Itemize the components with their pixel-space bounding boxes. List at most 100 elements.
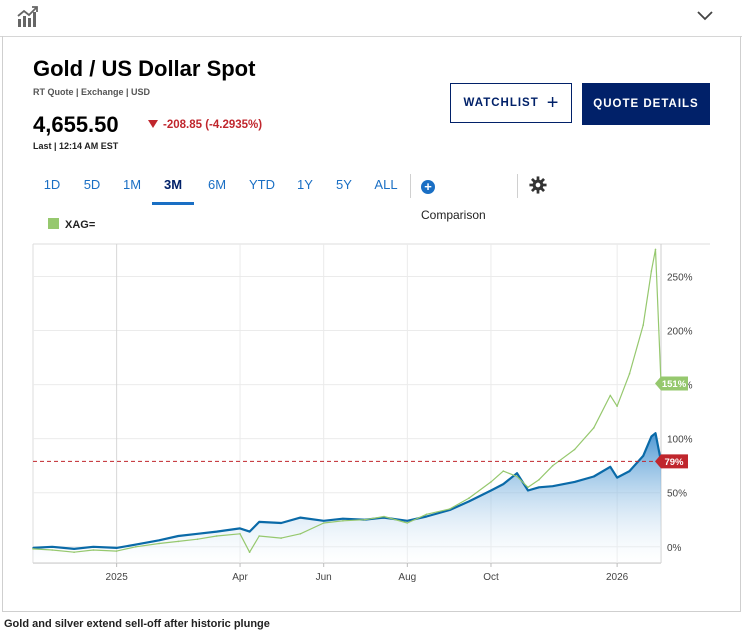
quote-card [2, 36, 741, 612]
gold-data-point [642, 455, 644, 457]
gold-data-point [468, 500, 470, 503]
silver-data-point [609, 394, 612, 397]
gold-data-point [628, 470, 631, 472]
line-chart-icon[interactable] [17, 6, 39, 28]
gold-data-point [425, 515, 428, 518]
silver-data-point [364, 518, 366, 521]
x-tick-label: Aug [398, 572, 416, 583]
plus-circle-icon: + [421, 180, 435, 194]
silver-data-point [502, 470, 505, 472]
silver-data-point [215, 535, 218, 537]
gold-data-point [527, 489, 529, 492]
gold-data-point [258, 521, 261, 523]
tab-5y[interactable]: 5Y [336, 177, 352, 192]
y-tick-label: 0% [667, 543, 682, 554]
quote-details-button[interactable]: QUOTE DETAILS [582, 83, 710, 125]
top-bar [0, 0, 742, 37]
tab-6m[interactable]: 6M [207, 177, 227, 192]
silver-data-point [280, 537, 283, 539]
tab-all[interactable]: ALL [374, 177, 398, 192]
tab-divider [410, 174, 411, 198]
x-tick-label: Apr [232, 572, 248, 583]
down-arrow-icon [148, 120, 158, 128]
gold-data-point [551, 485, 554, 488]
silver-data-point [322, 522, 325, 524]
silver-data-point [239, 533, 241, 535]
silver-data-point [158, 542, 160, 545]
chart-legend[interactable]: XAG= [48, 218, 95, 231]
silver-data-point [616, 405, 618, 408]
tab-5d[interactable]: 5D [83, 177, 101, 192]
silver-data-point [642, 324, 644, 326]
gear-icon[interactable] [529, 176, 547, 194]
gold-data-point [135, 543, 137, 546]
silver-data-point [73, 551, 75, 553]
silver-data-point [573, 448, 576, 451]
gold-data-point [616, 476, 618, 479]
silver-data-point [468, 497, 470, 499]
tab-3m[interactable]: 3M [152, 170, 194, 205]
tab-ytd[interactable]: YTD [249, 177, 275, 192]
gold-data-point [593, 475, 595, 478]
gold-data-point [650, 435, 653, 438]
x-tick-label: 2025 [106, 572, 129, 583]
silver-data-point [593, 427, 595, 429]
tab-1y[interactable]: 1Y [297, 177, 313, 192]
gold-data-point [115, 547, 118, 549]
y-tick-label: 100% [667, 435, 693, 446]
gold-data-point [573, 481, 576, 483]
gold-data-point [322, 520, 325, 522]
silver-data-point [654, 248, 657, 251]
silver-data-point [115, 550, 118, 552]
watchlist-button[interactable]: WATCHLIST + [450, 83, 572, 123]
silver-data-point [628, 373, 631, 375]
silver-data-point [516, 475, 518, 478]
silver-data-point [538, 478, 540, 481]
gold-data-point [215, 530, 218, 533]
comparison-label: Comparison [421, 208, 486, 222]
legend-swatch [48, 218, 59, 229]
gold-data-point [248, 530, 251, 533]
watchlist-label: WATCHLIST [463, 97, 539, 109]
chevron-down-icon[interactable] [696, 10, 714, 22]
silver-data-point [299, 533, 302, 535]
plus-icon: + [546, 91, 559, 114]
gold-data-point [92, 546, 95, 548]
gold-data-point [654, 432, 657, 435]
silver-line [32, 248, 662, 553]
y-tick-label: 250% [667, 272, 693, 283]
silver-data-point [177, 540, 180, 543]
comparison-button[interactable]: + Comparison [421, 170, 486, 222]
silver-data-point [650, 270, 653, 272]
silver-data-point [92, 549, 95, 551]
page-title: Gold / US Dollar Spot [33, 56, 256, 81]
gold-data-point [490, 489, 492, 492]
y-tick-label: 200% [667, 327, 693, 338]
news-headline[interactable]: Gold and silver extend sell-off after hi… [4, 618, 270, 630]
tab-1m[interactable]: 1M [122, 177, 142, 192]
gold-data-point [51, 546, 53, 548]
x-tick-label: 2026 [606, 572, 629, 583]
last-price: 4,655.50 [33, 112, 119, 137]
end-label-badge [655, 376, 688, 391]
gold-data-point [342, 517, 344, 520]
y-tick-label: 50% [667, 489, 687, 500]
silver-data-point [258, 535, 261, 537]
silver-data-point [490, 481, 492, 483]
silver-data-point [32, 548, 34, 550]
silver-data-point [135, 546, 137, 548]
gold-area [33, 433, 661, 563]
x-tick-label: Oct [483, 572, 499, 583]
gold-data-point [196, 533, 199, 535]
gold-data-point [502, 483, 505, 485]
silver-data-point [248, 551, 251, 553]
silver-data-point [342, 520, 344, 522]
gold-data-point [73, 548, 75, 550]
silver-data-point [51, 549, 53, 551]
gold-data-point [609, 466, 612, 468]
x-tick-label: Jun [316, 572, 332, 583]
gold-data-point [299, 516, 302, 519]
silver-data-point [527, 486, 529, 489]
tab-1d[interactable]: 1D [43, 177, 61, 192]
